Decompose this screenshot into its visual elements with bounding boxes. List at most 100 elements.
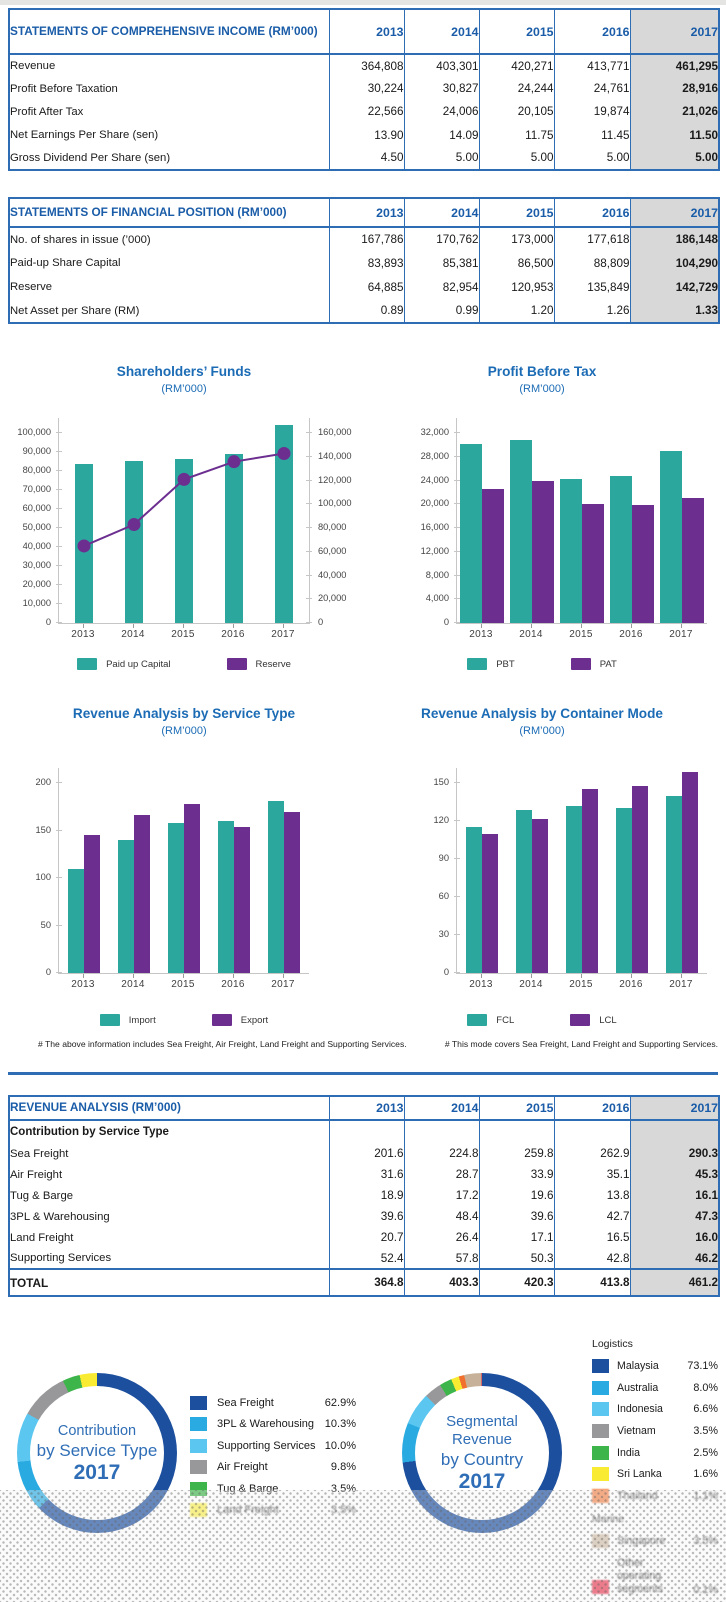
y-axis-tick-label: 80,000 bbox=[22, 465, 51, 475]
y-axis-tick-mark bbox=[454, 455, 460, 457]
year-header: 2013 bbox=[328, 198, 404, 228]
y-axis-tick-mark bbox=[454, 820, 460, 821]
year-header: 2014 bbox=[403, 1096, 479, 1121]
y-axis-tick-mark bbox=[306, 550, 312, 552]
cell-value: 50.3 bbox=[478, 1248, 554, 1269]
legend-swatch bbox=[77, 658, 98, 670]
cell-value: 83,893 bbox=[328, 251, 404, 275]
y-axis-left: 0 50 100 150 200 bbox=[8, 768, 58, 977]
cell-value: 46.2 bbox=[629, 1248, 719, 1269]
row-label: Reserve bbox=[10, 281, 53, 293]
revenue-analysis-table: REVENUE ANALYSIS (RM’000) 2013 2014 2015 201… bbox=[8, 1095, 720, 1297]
legend-label: Sri Lanka bbox=[617, 1468, 662, 1481]
donut-hole: Segmental Revenue by Country 2017 bbox=[415, 1386, 549, 1520]
y-axis-tick-mark bbox=[306, 503, 312, 505]
cell-value: 11.45 bbox=[553, 123, 630, 147]
cell-value: 17.1 bbox=[478, 1227, 554, 1248]
legend-item: Thailand 1.1% bbox=[592, 1485, 718, 1507]
table-row: 3PL & Warehousing 39.6 48.4 39.6 42.7 47.3 bbox=[9, 1206, 719, 1227]
cell-value: 11.50 bbox=[629, 123, 719, 147]
x-axis-category: 2014 bbox=[108, 974, 158, 992]
legend-label: 3PL & Warehousing bbox=[217, 1418, 315, 1431]
y-axis-tick-label: 10,000 bbox=[22, 598, 51, 608]
x-axis-tick-mark bbox=[480, 624, 482, 628]
legend-item: Singapore 3.5% bbox=[592, 1530, 718, 1552]
legend-item: Tug & Barge 3.5% bbox=[190, 1478, 356, 1500]
legend-label: Tug & Barge bbox=[217, 1482, 279, 1495]
cell-value: 290.3 bbox=[629, 1143, 719, 1164]
cell-value: 201.6 bbox=[328, 1143, 404, 1164]
x-axis-category: 2016 bbox=[208, 624, 258, 642]
cell-value: 19,874 bbox=[553, 100, 630, 124]
reserve-line-overlay bbox=[77, 447, 291, 553]
chart-plot-area: 0 4,000 8,000 12,000 16,000 20,000 24,000 28,00… bbox=[366, 418, 718, 627]
cell-value: 186,148 bbox=[629, 227, 719, 251]
y-axis-tick-mark bbox=[306, 527, 312, 528]
y-axis-tick-label: 20,000 bbox=[318, 593, 347, 604]
legend-item: Sea Freight 62.9% bbox=[190, 1392, 356, 1414]
bar-paid-up-capital bbox=[175, 458, 193, 623]
y-axis-tick-label: 16,000 bbox=[420, 522, 449, 532]
x-axis-category: 2013 bbox=[58, 974, 108, 992]
cell-value: 24,761 bbox=[553, 77, 630, 101]
plot-region bbox=[454, 418, 707, 624]
bar-fcl bbox=[516, 809, 532, 973]
x-axis-tick-mark bbox=[182, 624, 184, 628]
legend-swatch bbox=[570, 658, 591, 670]
category-slot bbox=[159, 458, 209, 623]
bar-import bbox=[118, 840, 134, 973]
chart-plot-area: 0 10,000 20,000 30,000 40,000 50,000 60,000 70,… bbox=[8, 418, 360, 627]
y-axis-tick-label: 24,000 bbox=[420, 474, 449, 485]
cell-value: 224.8 bbox=[403, 1143, 479, 1164]
table-row: Profit Before Taxation 30,224 30,827 24,244… bbox=[9, 77, 719, 101]
cell-value: 64,885 bbox=[328, 275, 404, 299]
y-axis-tick-mark bbox=[56, 432, 62, 433]
cell-value: 85,381 bbox=[403, 251, 479, 275]
category-slot bbox=[507, 440, 557, 623]
row-label: Revenue bbox=[10, 60, 56, 73]
cell-value: 4.50 bbox=[328, 146, 404, 170]
legend-item: Malaysia 73.1% bbox=[592, 1355, 718, 1377]
legend-value: 8.0% bbox=[693, 1381, 718, 1394]
row-label: Profit After Tax bbox=[10, 105, 84, 118]
y-axis-tick-mark bbox=[56, 603, 62, 604]
bar-export bbox=[234, 826, 250, 973]
legend-item: Paid up Capital bbox=[77, 658, 171, 670]
year-header: 2016 bbox=[553, 9, 630, 55]
bar-paid-up-capital bbox=[225, 454, 243, 623]
y-axis-tick-mark bbox=[454, 574, 460, 576]
y-axis-tick-mark bbox=[56, 451, 62, 452]
row-label: Net Asset per Share (RM) bbox=[10, 304, 140, 317]
legend-swatch bbox=[190, 1417, 207, 1432]
y-axis-tick-label: 60,000 bbox=[318, 545, 347, 556]
legend-value: 3.5% bbox=[330, 1504, 356, 1517]
profit-before-tax-chart: Profit Before Tax (RM’000) 0 4,000 8,000 12… bbox=[366, 364, 718, 670]
x-axis-label: 2017 bbox=[271, 979, 295, 990]
line-marker bbox=[177, 472, 191, 486]
y-axis-tick-label: 30 bbox=[438, 929, 449, 939]
table-row: Profit After Tax 22,566 24,006 20,105 19,874… bbox=[9, 100, 719, 124]
legend-swatch bbox=[592, 1579, 609, 1594]
y-axis-tick-label: 150 bbox=[35, 824, 51, 835]
table-row: Gross Dividend Per Share (sen) 4.50 5.00 5.… bbox=[9, 146, 719, 170]
category-slot bbox=[607, 785, 657, 973]
x-axis-category: 2017 bbox=[656, 974, 706, 992]
legend-swatch bbox=[190, 1395, 207, 1410]
line-marker bbox=[127, 517, 141, 531]
legend-swatch bbox=[592, 1423, 609, 1438]
cell-value: 26.4 bbox=[403, 1227, 479, 1248]
table-row: Air Freight 31.6 28.7 33.9 35.1 45.3 bbox=[9, 1164, 719, 1185]
legend-value: 3.5% bbox=[693, 1534, 718, 1547]
legend-label: Other operating segments bbox=[617, 1557, 663, 1595]
category-slot bbox=[259, 801, 309, 973]
legend-label: LCL bbox=[599, 1014, 617, 1026]
x-axis-label: 2016 bbox=[221, 629, 245, 640]
cell-value: 120,953 bbox=[478, 275, 554, 299]
row-label: Sea Freight bbox=[10, 1147, 69, 1160]
legend-value: 1.1% bbox=[693, 1489, 718, 1502]
bar-lcl bbox=[632, 785, 648, 973]
cell-value: 14.09 bbox=[403, 123, 479, 147]
bar-import bbox=[218, 821, 234, 973]
legend-label: Land Freight bbox=[217, 1504, 279, 1517]
legend-swatch bbox=[190, 1438, 207, 1453]
